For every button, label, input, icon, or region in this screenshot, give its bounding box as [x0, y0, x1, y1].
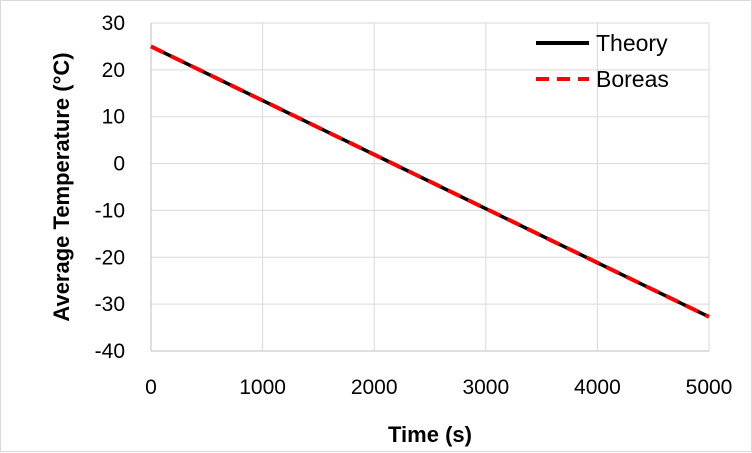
y-tick-label: 20 — [102, 59, 125, 82]
x-tick-label: 2000 — [351, 376, 398, 399]
x-tick-label: 4000 — [574, 376, 621, 399]
y-tick-label: 0 — [113, 153, 125, 176]
y-tick-label: 30 — [102, 12, 125, 35]
legend-label-theory: Theory — [596, 30, 668, 56]
y-tick-label: -30 — [95, 293, 125, 316]
x-tick-label: 5000 — [686, 376, 733, 399]
x-tick-label: 3000 — [462, 376, 509, 399]
x-tick-label: 0 — [145, 376, 157, 399]
series — [150, 44, 710, 319]
y-tick-label: -20 — [95, 246, 125, 269]
y-axis-title: Average Temperature (°C) — [49, 52, 74, 321]
y-tick-label: -10 — [95, 199, 125, 222]
y-tick-label: 10 — [102, 106, 125, 129]
axes: 0 1000 2000 3000 4000 5000 30 20 10 0 -10 -20 -30 -40 — [95, 12, 733, 399]
legend: Theory Boreas — [536, 30, 669, 92]
series-line-boreas — [150, 44, 710, 319]
legend-label-boreas: Boreas — [596, 66, 669, 92]
x-axis-title: Time (s) — [388, 422, 472, 447]
y-tick-label: -40 — [95, 340, 125, 363]
x-tick-label: 1000 — [239, 376, 286, 399]
